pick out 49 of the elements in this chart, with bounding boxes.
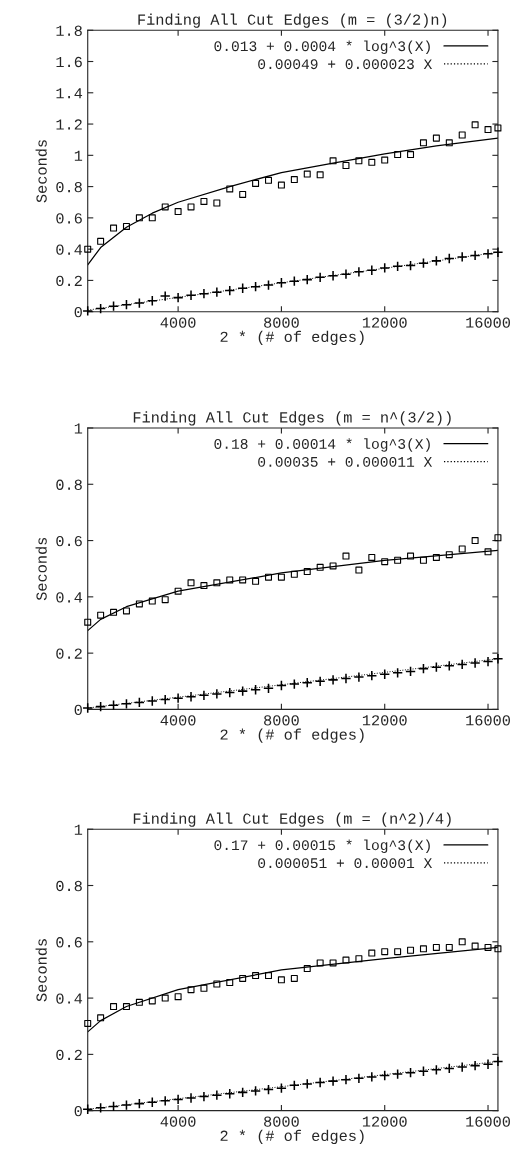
x-tick-label: 8000 <box>264 1116 299 1127</box>
y-tick-label: 0.2 <box>56 1049 82 1061</box>
x-tick-label: 12000 <box>362 715 407 726</box>
chart-title: Finding All Cut Edges (m = (3/2)n) <box>138 13 447 28</box>
y-tick-label: 0.2 <box>56 275 82 287</box>
chart-title: Finding All Cut Edges (m = (n^2)/4) <box>133 812 451 827</box>
x-tick-label: 12000 <box>362 1116 407 1127</box>
y-tick-label: 1 <box>74 150 83 161</box>
x-tick-label: 16000 <box>466 1116 510 1127</box>
y-tick-label: 0 <box>74 1105 82 1117</box>
y-axis-title: Seconds <box>35 939 47 1002</box>
x-tick-label: 16000 <box>466 715 510 726</box>
y-tick-label: 1 <box>74 423 83 434</box>
legend-label: 0.013 + 0.0004 * log^3(X) <box>214 40 430 55</box>
y-tick-label: 1 <box>74 824 83 835</box>
y-tick-label: 0.4 <box>56 244 83 255</box>
y-axis-title: Seconds <box>35 537 47 601</box>
y-tick-label: 0.4 <box>56 592 83 603</box>
y-tick-label: 0.8 <box>56 181 82 193</box>
y-tick-label: 0.6 <box>56 213 82 224</box>
legend-label: 0.00049 + 0.000023 X <box>258 59 433 70</box>
legend-label: 0.17 + 0.00015 * log^3(X) <box>214 839 430 854</box>
x-tick-label: 16000 <box>466 317 510 328</box>
chart-title: Finding All Cut Edges (m = n^(3/2)) <box>133 411 451 426</box>
x-tick-label: 4000 <box>160 317 196 328</box>
x-axis-title: 2 * (# of edges) <box>220 330 364 346</box>
x-tick-label: 4000 <box>160 715 196 726</box>
y-tick-label: 0.8 <box>56 880 82 892</box>
y-tick-label: 0.6 <box>56 535 82 547</box>
y-tick-label: 1.6 <box>56 56 82 68</box>
y-tick-label: 0.4 <box>56 993 83 1004</box>
x-tick-label: 4000 <box>160 1116 196 1127</box>
x-axis-title: 2 * (# of edges) <box>220 1129 364 1145</box>
y-tick-label: 0.8 <box>56 479 82 490</box>
y-tick-label: 0 <box>74 704 82 716</box>
y-tick-label: 1.8 <box>56 25 82 36</box>
y-axis-title: Seconds <box>35 140 47 203</box>
y-tick-label: 0.2 <box>56 648 82 659</box>
x-tick-label: 8000 <box>264 317 299 328</box>
x-axis-title: 2 * (# of edges) <box>220 728 364 743</box>
y-tick-label: 0.6 <box>56 937 82 948</box>
legend-label: 0.00035 + 0.000011 X <box>258 456 433 467</box>
y-tick-label: 0 <box>74 307 82 318</box>
y-tick-label: 1.2 <box>56 119 82 130</box>
legend-label: 0.000051 + 0.00001 X <box>258 858 433 869</box>
x-tick-label: 12000 <box>362 317 407 328</box>
x-tick-label: 8000 <box>264 715 299 726</box>
legend-label: 0.18 + 0.00014 * log^3(X) <box>214 438 430 452</box>
y-tick-label: 1.4 <box>56 88 83 99</box>
